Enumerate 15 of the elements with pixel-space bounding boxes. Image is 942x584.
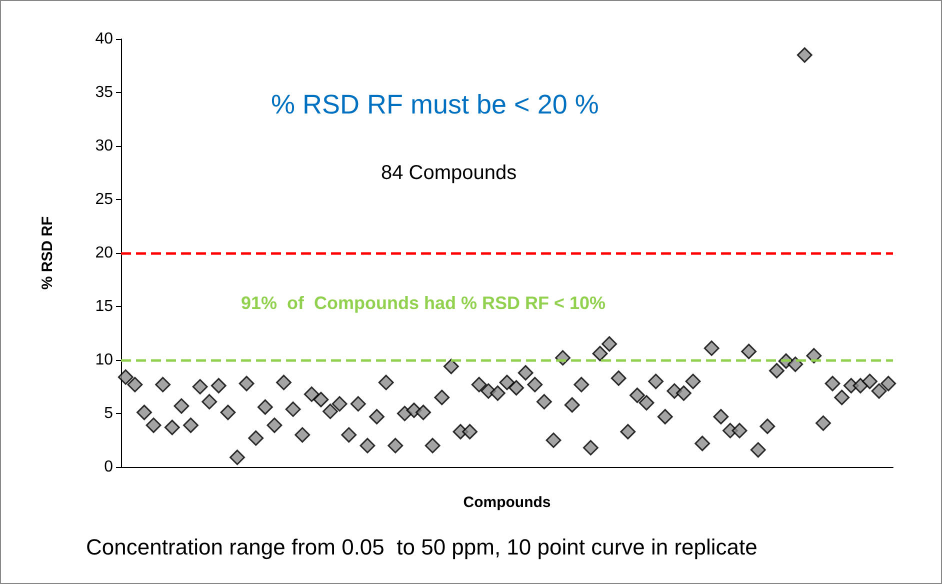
y-axis-title: % RSD RF xyxy=(39,216,56,290)
x-axis-title: Compounds xyxy=(463,494,551,511)
y-tick-label: 20 xyxy=(95,244,114,262)
ref-line-label: 91% of Compounds had % RSD RF < 10% xyxy=(241,293,606,313)
text: Concentration range from 0.05 to 50 ppm, 10 point curve in replicate xyxy=(86,534,758,560)
text: % RSD RF must be < 20 % xyxy=(271,90,599,120)
y-tick-label: 0 xyxy=(104,458,114,476)
y-tick-label: 5 xyxy=(104,405,114,422)
y-tick-label: 35 xyxy=(95,84,114,101)
y-tick-label: 40 xyxy=(95,30,114,48)
y-tick-label: 25 xyxy=(95,191,114,208)
y-tick-label: 10 xyxy=(95,352,114,368)
y-tick-label: 15 xyxy=(95,298,114,315)
annotation: 84 Compounds xyxy=(381,162,517,184)
y-tick-label: 30 xyxy=(95,138,114,154)
